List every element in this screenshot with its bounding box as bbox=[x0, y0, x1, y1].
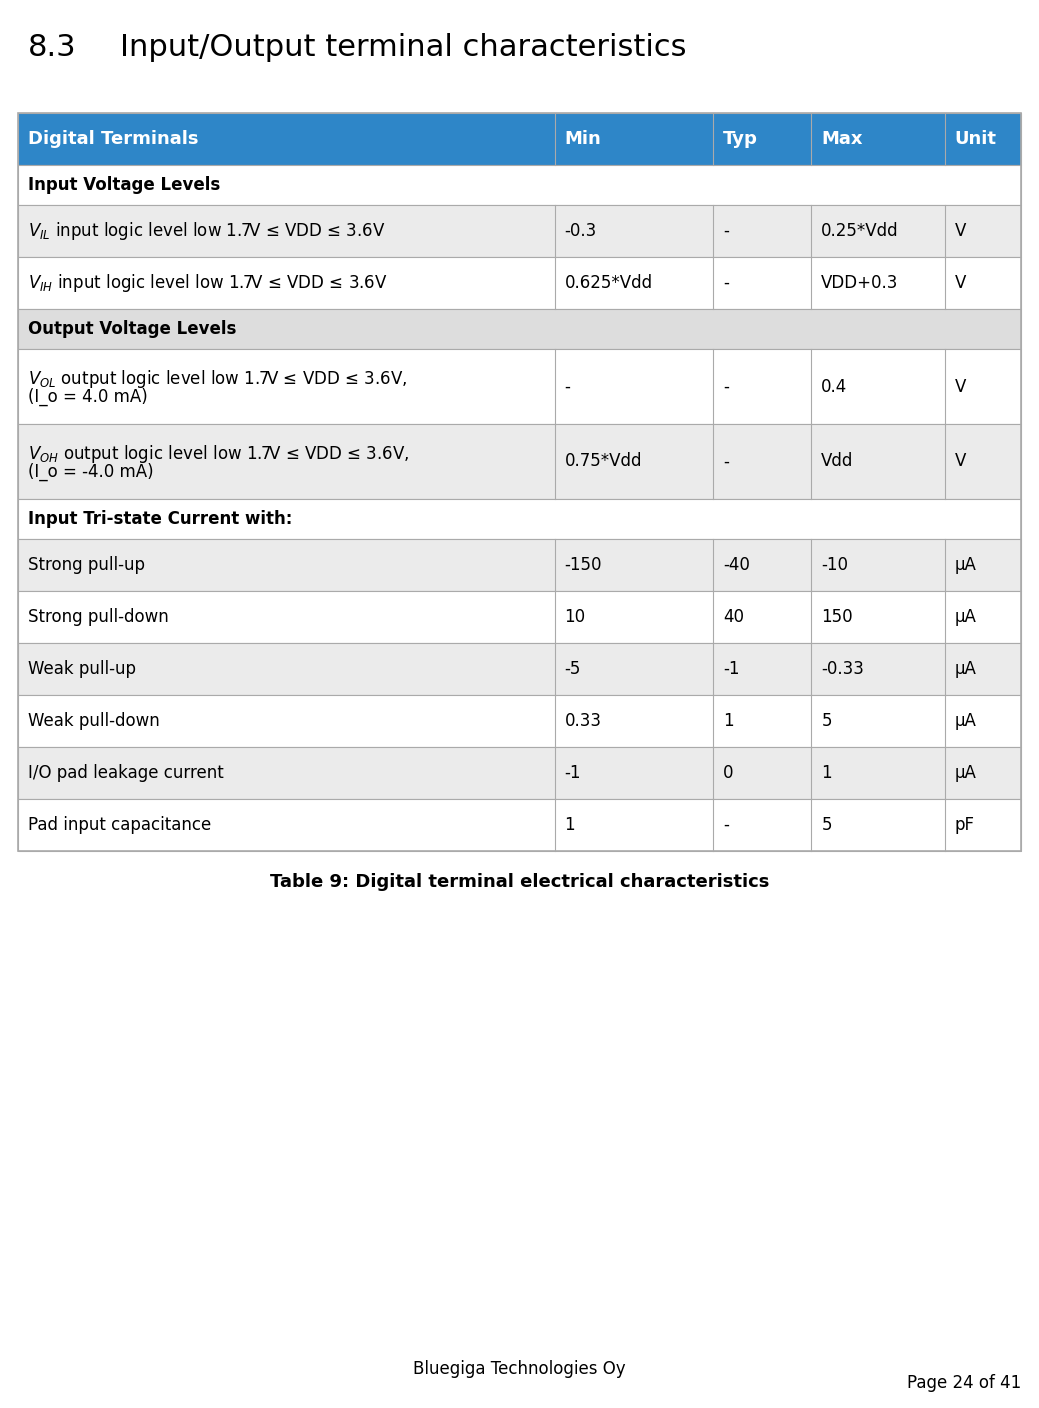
Text: Input Tri-state Current with:: Input Tri-state Current with: bbox=[28, 510, 292, 528]
Text: -: - bbox=[723, 452, 729, 470]
Text: -: - bbox=[723, 817, 729, 834]
Text: μA: μA bbox=[955, 556, 977, 574]
Bar bbox=[18, 113, 1021, 165]
Text: 10: 10 bbox=[564, 608, 586, 627]
Bar bbox=[18, 349, 1021, 424]
Text: -: - bbox=[564, 377, 570, 396]
Text: $V_{IH}$ input logic level low 1.7V ≤ VDD ≤ 3.6V: $V_{IH}$ input logic level low 1.7V ≤ VD… bbox=[28, 272, 388, 294]
Text: (I_o = 4.0 mA): (I_o = 4.0 mA) bbox=[28, 387, 148, 406]
Bar bbox=[18, 798, 1021, 850]
Text: μA: μA bbox=[955, 660, 977, 679]
Text: V: V bbox=[955, 222, 966, 239]
Text: Typ: Typ bbox=[723, 130, 758, 148]
Text: 5: 5 bbox=[822, 712, 832, 729]
Text: -0.3: -0.3 bbox=[564, 222, 596, 239]
Text: VDD+0.3: VDD+0.3 bbox=[822, 275, 899, 291]
Bar bbox=[18, 591, 1021, 643]
Text: -5: -5 bbox=[564, 660, 581, 679]
Text: -: - bbox=[723, 377, 729, 396]
Text: (I_o = -4.0 mA): (I_o = -4.0 mA) bbox=[28, 463, 154, 482]
Bar bbox=[18, 113, 1021, 850]
Text: $V_{IL}$ input logic level low 1.7V ≤ VDD ≤ 3.6V: $V_{IL}$ input logic level low 1.7V ≤ VD… bbox=[28, 220, 385, 242]
Text: Max: Max bbox=[822, 130, 862, 148]
Text: -10: -10 bbox=[822, 556, 849, 574]
Text: Vdd: Vdd bbox=[822, 452, 854, 470]
Text: Digital Terminals: Digital Terminals bbox=[28, 130, 198, 148]
Text: V: V bbox=[955, 452, 966, 470]
Text: Input/Output terminal characteristics: Input/Output terminal characteristics bbox=[119, 32, 687, 62]
Text: 0.4: 0.4 bbox=[822, 377, 848, 396]
Text: 40: 40 bbox=[723, 608, 744, 627]
Text: $V_{OH}$ output logic level low 1.7V ≤ VDD ≤ 3.6V,: $V_{OH}$ output logic level low 1.7V ≤ V… bbox=[28, 442, 409, 465]
Text: 1: 1 bbox=[822, 765, 832, 781]
Bar bbox=[18, 498, 1021, 539]
Text: Output Voltage Levels: Output Voltage Levels bbox=[28, 320, 237, 338]
Text: μA: μA bbox=[955, 608, 977, 627]
Text: 150: 150 bbox=[822, 608, 853, 627]
Text: -1: -1 bbox=[723, 660, 740, 679]
Text: -: - bbox=[723, 275, 729, 291]
Text: 0.625*Vdd: 0.625*Vdd bbox=[564, 275, 652, 291]
Text: Bluegiga Technologies Oy: Bluegiga Technologies Oy bbox=[414, 1360, 625, 1378]
Text: -0.33: -0.33 bbox=[822, 660, 864, 679]
Text: Input Voltage Levels: Input Voltage Levels bbox=[28, 176, 220, 194]
Text: 0.75*Vdd: 0.75*Vdd bbox=[564, 452, 642, 470]
Text: -: - bbox=[723, 222, 729, 239]
Text: 0.25*Vdd: 0.25*Vdd bbox=[822, 222, 899, 239]
Text: Strong pull-down: Strong pull-down bbox=[28, 608, 168, 627]
Text: $V_{OL}$ output logic level low 1.7V ≤ VDD ≤ 3.6V,: $V_{OL}$ output logic level low 1.7V ≤ V… bbox=[28, 367, 407, 390]
Bar bbox=[18, 258, 1021, 308]
Text: V: V bbox=[955, 275, 966, 291]
Text: 5: 5 bbox=[822, 817, 832, 834]
Text: 1: 1 bbox=[564, 817, 576, 834]
Bar bbox=[18, 308, 1021, 349]
Text: -150: -150 bbox=[564, 556, 603, 574]
Text: I/O pad leakage current: I/O pad leakage current bbox=[28, 765, 223, 781]
Text: Strong pull-up: Strong pull-up bbox=[28, 556, 145, 574]
Bar bbox=[18, 643, 1021, 696]
Text: Page 24 of 41: Page 24 of 41 bbox=[907, 1374, 1021, 1393]
Text: pF: pF bbox=[955, 817, 975, 834]
Text: V: V bbox=[955, 377, 966, 396]
Text: Pad input capacitance: Pad input capacitance bbox=[28, 817, 211, 834]
Bar bbox=[18, 696, 1021, 748]
Text: Unit: Unit bbox=[955, 130, 996, 148]
Bar bbox=[18, 748, 1021, 798]
Text: 1: 1 bbox=[723, 712, 734, 729]
Bar bbox=[18, 206, 1021, 258]
Text: μA: μA bbox=[955, 712, 977, 729]
Text: μA: μA bbox=[955, 765, 977, 781]
Text: -40: -40 bbox=[723, 556, 750, 574]
Bar bbox=[18, 165, 1021, 206]
Text: 0: 0 bbox=[723, 765, 734, 781]
Text: 0.33: 0.33 bbox=[564, 712, 602, 729]
Text: Table 9: Digital terminal electrical characteristics: Table 9: Digital terminal electrical cha… bbox=[270, 873, 769, 891]
Bar bbox=[18, 539, 1021, 591]
Text: 8.3: 8.3 bbox=[28, 32, 77, 62]
Text: Weak pull-up: Weak pull-up bbox=[28, 660, 136, 679]
Bar bbox=[18, 424, 1021, 498]
Text: Min: Min bbox=[564, 130, 602, 148]
Text: Weak pull-down: Weak pull-down bbox=[28, 712, 160, 729]
Text: -1: -1 bbox=[564, 765, 581, 781]
